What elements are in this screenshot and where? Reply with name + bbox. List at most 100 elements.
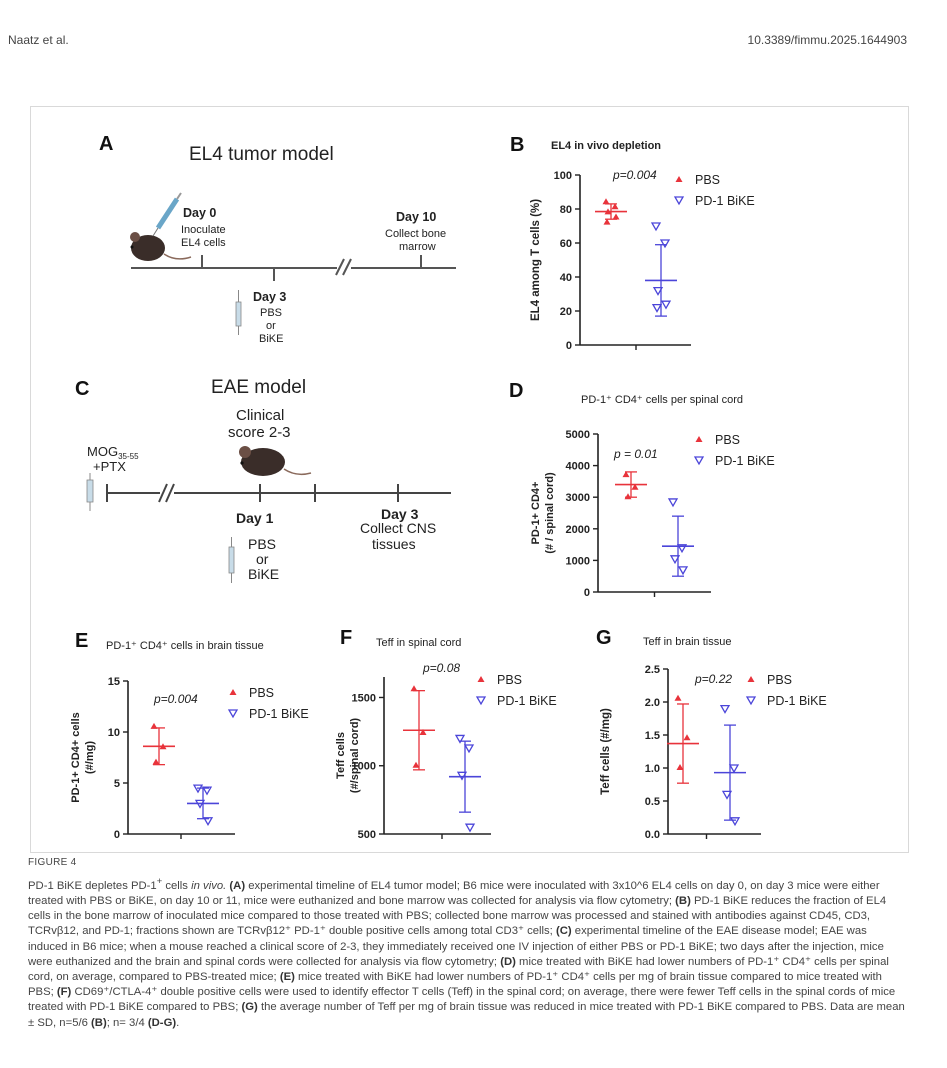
chart-f-legend-pbs-marker	[477, 676, 485, 682]
chart-b-legend-bike: PD-1 BiKE	[695, 194, 755, 208]
chart-e-legend-bike: PD-1 BiKE	[249, 707, 309, 721]
chart-g-pbs-point	[676, 764, 684, 770]
chart-d-legend-bike: PD-1 BiKE	[715, 454, 775, 468]
chart-g-pvalue: p=0.22	[694, 672, 732, 686]
timeline-break-a1	[335, 258, 345, 276]
chart-f-y-tick-label: 500	[358, 829, 376, 841]
panel-d-letter: D	[509, 380, 523, 402]
chart-e-y-tick-label: 0	[114, 829, 120, 841]
timeline-break-c2	[165, 483, 175, 503]
panel-f-letter: F	[340, 627, 352, 649]
chart-g: Teff in brain tissue 0.0 0.5 1.0 1.5 2.0 2.5 Te…	[600, 636, 827, 841]
chart-g-legend-pbs-marker	[747, 676, 755, 682]
panel-c-title: EAE model	[211, 377, 306, 398]
chart-d-pbs-point	[622, 471, 630, 478]
chart-e-pvalue: p=0.004	[153, 692, 198, 706]
figure-caption: PD-1 BiKE depletes PD-1+ cells in vivo. …	[28, 875, 905, 1029]
chart-f-pvalue: p=0.08	[422, 661, 460, 675]
chart-f-legend-bike: PD-1 BiKE	[497, 694, 557, 708]
panel-g-letter: G	[596, 627, 612, 649]
chart-e-bike-point	[192, 784, 204, 794]
chart-d-pvalue: p = 0.01	[613, 447, 658, 461]
clinical-line2: score 2-3	[228, 424, 291, 441]
chart-e-y-label-1: PD-1+ CD4+ cells	[70, 712, 82, 803]
chart-d-pbs-point	[631, 483, 639, 490]
chart-b-pvalue: p=0.004	[612, 168, 657, 182]
chart-f-bike-point	[456, 771, 468, 781]
day1-line1-c: PBS	[248, 536, 276, 552]
chart-b-pbs-point	[612, 213, 620, 220]
chart-b-legend-pbs-marker	[675, 176, 683, 182]
timeline-break-c1	[158, 483, 168, 503]
chart-b: EL4 in vivo depletion 0 20 40 60 80 100 EL4 amo…	[530, 140, 755, 352]
chart-f-bike-point	[464, 823, 476, 833]
chart-b-pbs-point	[604, 208, 612, 215]
day1-title-c: Day 1	[236, 510, 274, 526]
syringe-icon	[152, 192, 182, 237]
day10-line2-a: marrow	[399, 241, 436, 253]
chart-e-title: PD-1⁺ CD4⁺ cells in brain tissue	[106, 640, 264, 652]
chart-b-y-label: EL4 among T cells (%)	[530, 199, 542, 321]
day0-line2-a: EL4 cells	[181, 237, 226, 249]
chart-g-bike-point	[729, 817, 741, 827]
chart-d: PD-1⁺ CD4⁺ cells per spinal cord 0 1000 200…	[530, 394, 775, 599]
chart-f: Teff in spinal cord 500 1000 1500 Teff cells…	[335, 637, 557, 841]
chart-e-legend-pbs: PBS	[249, 686, 274, 700]
day10-line1-a: Collect bone	[385, 228, 446, 240]
figure-label: FIGURE 4	[28, 857, 77, 868]
day10-title-a: Day 10	[396, 210, 436, 224]
chart-b-legend-bike-marker	[673, 196, 685, 206]
chart-d-legend-bike-marker	[693, 456, 705, 466]
chart-f-legend-pbs: PBS	[497, 673, 522, 687]
chart-d-legend-pbs-marker	[695, 436, 703, 442]
chart-d-y-tick-label: 2000	[566, 524, 590, 536]
chart-e-y-label-2: (#/mg)	[84, 741, 96, 774]
chart-d-y-tick-label: 0	[584, 587, 590, 599]
chart-b-bike-point	[659, 239, 671, 249]
chart-e-bike-point	[194, 799, 206, 809]
chart-b-bike-point	[652, 286, 664, 296]
chart-g-bike-point	[721, 790, 733, 800]
chart-b-bike-point	[650, 222, 662, 232]
chart-g-title: Teff in brain tissue	[643, 636, 731, 648]
chart-d-pbs-point	[624, 493, 632, 500]
mouse-icon	[130, 232, 192, 261]
chart-g-y-tick-label: 0.5	[645, 796, 660, 808]
chart-f-y-label-2: (#/spinal cord)	[349, 718, 361, 794]
chart-g-legend-bike: PD-1 BiKE	[767, 694, 827, 708]
chart-b-pbs-point	[603, 218, 611, 225]
chart-d-bike-point	[667, 498, 679, 508]
chart-g-legend-pbs: PBS	[767, 673, 792, 687]
panel-c-timeline: C EAE model MOG35-55 +PTX Clinical score…	[75, 377, 451, 583]
chart-f-pbs-point	[412, 761, 420, 768]
day1-line3-c: BiKE	[248, 566, 279, 582]
panel-a-letter: A	[99, 133, 113, 155]
timeline-break-a2	[342, 258, 352, 276]
chart-f-y-tick-label: 1500	[352, 692, 376, 704]
syringe-small-icon-c1	[86, 473, 94, 511]
day0-line1-a: Inoculate	[181, 224, 226, 236]
chart-b-y-tick-label: 80	[560, 204, 572, 216]
chart-f-title: Teff in spinal cord	[376, 637, 461, 649]
chart-d-bike-point	[669, 555, 681, 565]
syringe-small-icon-a	[235, 290, 242, 335]
chart-b-bike-point	[651, 303, 663, 313]
panel-c-letter: C	[75, 378, 89, 400]
chart-g-bike-point	[719, 704, 731, 714]
doi-header: 10.3389/fimmu.2025.1644903	[747, 33, 907, 47]
chart-g-y-tick-label: 1.5	[645, 730, 660, 742]
mog-label: MOG35-55	[87, 444, 139, 461]
chart-b-y-tick-label: 100	[554, 170, 572, 182]
chart-g-pbs-point	[674, 694, 682, 701]
chart-f-legend-bike-marker	[475, 696, 487, 706]
chart-e-bike-point	[202, 817, 214, 827]
day3-line1-c: Collect CNS	[360, 520, 436, 536]
chart-e-pbs-point	[159, 743, 167, 750]
chart-e-pbs-point	[152, 758, 160, 765]
mouse-icon-c	[239, 446, 312, 476]
chart-g-y-tick-label: 2.0	[645, 697, 660, 709]
chart-f-bike-point	[454, 734, 466, 744]
timeline-break-mask-a	[337, 257, 351, 277]
day1-line2-c: or	[256, 551, 269, 567]
day3-title-a: Day 3	[253, 290, 286, 304]
